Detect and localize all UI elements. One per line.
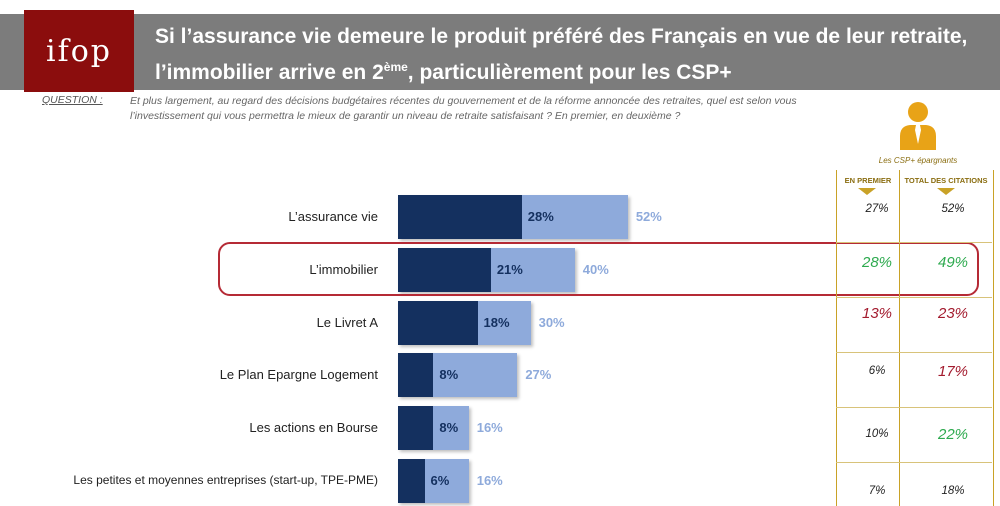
data-label-first: 6% — [430, 473, 450, 488]
col-header-total: TOTAL DES CITATIONS — [904, 176, 988, 185]
person-tie-icon — [900, 102, 936, 150]
category-label: Le Plan Epargne Logement — [219, 367, 378, 382]
title-part1: Si l’assurance vie demeure le produit pr… — [155, 25, 968, 84]
question-label: QUESTION : — [42, 94, 103, 106]
bar-first-choice — [398, 248, 491, 292]
col-total-arrow — [937, 188, 955, 195]
data-label-total: 16% — [476, 473, 503, 488]
panel-cell-total: 52% — [941, 203, 965, 215]
panel-divider — [899, 170, 900, 506]
category-label: L’assurance vie — [288, 209, 378, 224]
panel-row-separator — [836, 242, 992, 243]
panel-cell-first: 13% — [861, 305, 893, 322]
logo-text: ifop — [46, 33, 112, 69]
immobilier-highlight-frame — [218, 242, 979, 296]
panel-row-separator — [836, 462, 992, 463]
data-label-total: 27% — [525, 367, 552, 382]
bar-first-choice — [398, 301, 478, 345]
bar-first-choice — [398, 353, 434, 397]
col-first-arrow — [858, 188, 876, 195]
ifop-logo: ifop — [24, 10, 134, 92]
bar-first-choice — [398, 406, 434, 450]
panel-cell-first: 7% — [868, 485, 886, 497]
data-label-first: 8% — [439, 367, 459, 382]
category-label: Le Livret A — [316, 315, 378, 330]
data-label-total: 52% — [635, 209, 662, 224]
panel-row-separator — [836, 297, 992, 298]
panel-cell-total: 22% — [937, 426, 969, 443]
panel-cell-first: 10% — [865, 428, 889, 440]
category-label: Les petites et moyennes entreprises (sta… — [73, 473, 378, 487]
csp-panel — [836, 170, 994, 506]
panel-cell-total: 23% — [937, 305, 969, 322]
panel-cell-total: 18% — [941, 485, 965, 497]
bar-first-choice — [398, 195, 522, 239]
data-label-first: 21% — [496, 262, 523, 277]
panel-caption: Les CSP+ épargnants — [878, 156, 958, 165]
bar-first-choice — [398, 459, 425, 503]
category-label: Les actions en Bourse — [249, 420, 378, 435]
panel-row-separator — [836, 407, 992, 408]
data-label-total: 40% — [582, 262, 609, 277]
panel-cell-first: 27% — [865, 203, 889, 215]
data-label-first: 8% — [439, 420, 459, 435]
data-label-total: 16% — [476, 420, 503, 435]
category-label: L’immobilier — [309, 262, 378, 277]
panel-cell-total: 17% — [937, 363, 969, 380]
data-label-total: 30% — [538, 315, 565, 330]
data-label-first: 28% — [527, 209, 554, 224]
col-header-first: EN PREMIER — [844, 176, 892, 185]
panel-cell-first: 6% — [868, 365, 886, 377]
question-text: Et plus largement, au regard des décisio… — [130, 95, 797, 122]
page-title: Si l’assurance vie demeure le produit pr… — [155, 22, 985, 88]
panel-row-separator — [836, 352, 992, 353]
title-sup: ème — [383, 60, 408, 74]
panel-cell-total: 49% — [937, 254, 969, 271]
title-part2: , particulièrement pour les CSP+ — [407, 61, 732, 84]
data-label-first: 18% — [483, 315, 510, 330]
title-banner — [0, 14, 1000, 90]
panel-cell-first: 28% — [861, 254, 893, 271]
